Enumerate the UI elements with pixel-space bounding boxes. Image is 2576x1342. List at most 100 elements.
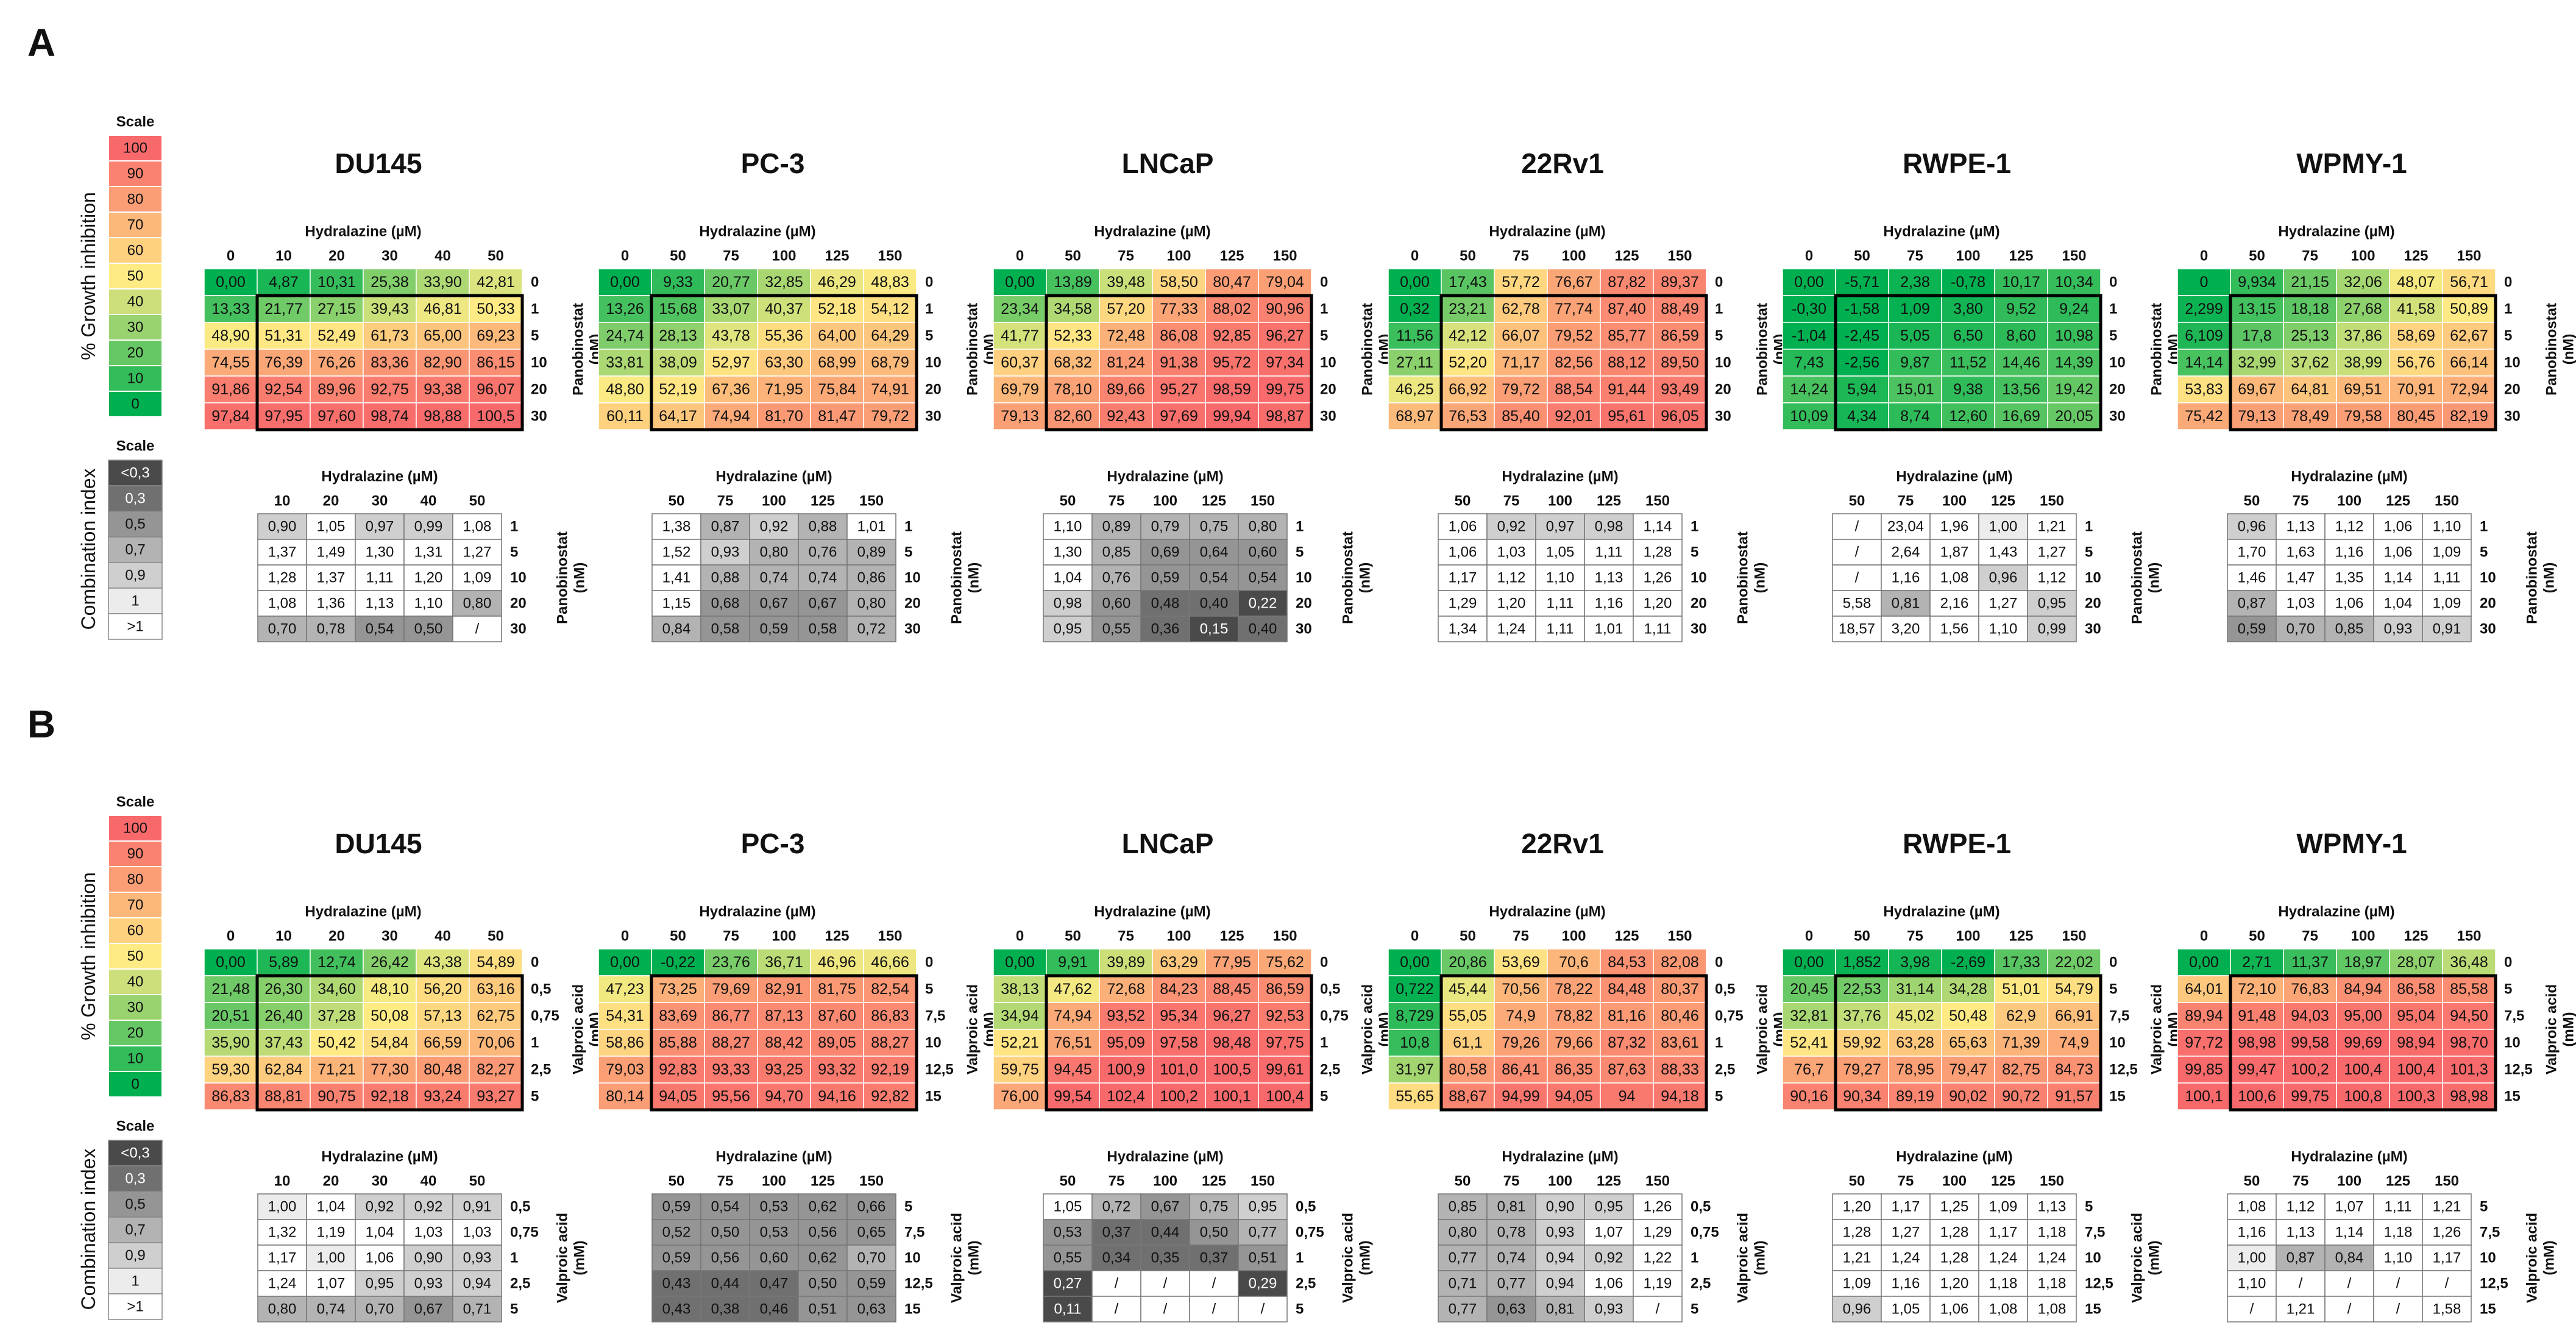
pa-rwpe1-ci-y-tick: 1 — [2085, 519, 2093, 535]
pb-du145-ci-value: 0,70 — [366, 1301, 394, 1318]
pb-22rv1-ci-cell — [1438, 1244, 1488, 1271]
pb-du145-ci-value: 0,74 — [317, 1301, 346, 1318]
pb-rwpe1-ci-value: 0,96 — [1843, 1301, 1872, 1318]
pb-wpmy1-gi-value: 97,72 — [2185, 1034, 2223, 1051]
pb-lncap-ci-cell — [1189, 1219, 1239, 1246]
pa-pc3-ci-cell — [846, 513, 896, 540]
pa-wpmy1-ci-cell — [2227, 616, 2277, 642]
pb-du145-ci-cell — [257, 1296, 307, 1322]
pb-rwpe1-ci-y-label-line2: (mM) — [2146, 1240, 2163, 1275]
pb-du145-ci-value: 0,71 — [463, 1301, 492, 1318]
pb-du145-ci-value: 0,92 — [414, 1199, 443, 1215]
pb-22rv1-ci-cell — [1633, 1296, 1683, 1322]
pa-rwpe1-x-tick: 150 — [2062, 248, 2086, 264]
pb-rwpe1-gi-value: 79,47 — [1949, 1061, 1987, 1078]
pa-rwpe1-ci-value: / — [1855, 544, 1859, 561]
pb-rwpe1-gi-value: 76,7 — [1794, 1061, 1824, 1078]
pa-lncap-ci-cell — [1140, 590, 1190, 617]
pa-ci-scale-label: 1 — [131, 593, 139, 609]
pb-pc3-gi-cell — [598, 1082, 652, 1110]
pa-du145-gi-value: 74,55 — [211, 354, 250, 371]
pa-rwpe1-ci-value: 18,57 — [1839, 621, 1875, 637]
pa-lncap-ci-value: 0,15 — [1200, 621, 1229, 637]
pa-wpmy1-ci-value: 0,91 — [2433, 621, 2461, 637]
pb-wpmy1-gi-value: 64,01 — [2185, 981, 2223, 998]
pa-du145-title: DU145 — [335, 147, 422, 179]
pb-rwpe1-gi-value: 90,16 — [1790, 1088, 1828, 1105]
pb-pc3-gi-value: 54,31 — [606, 1007, 644, 1024]
pa-pc3-ci-x-tick: 100 — [762, 493, 786, 509]
pa-lncap-y-tick: 0 — [1320, 274, 1328, 291]
pb-rwpe1-gi-value: 66,91 — [2055, 1007, 2093, 1024]
pa-pc3-ci-value: 1,01 — [857, 519, 886, 535]
pb-lncap-gi-cell — [1046, 1082, 1100, 1110]
pb-pc3-gi-value: 92,82 — [871, 1088, 909, 1105]
pb-wpmy1-gi-cell — [2177, 948, 2231, 976]
pb-du145-gi-cell — [469, 1029, 523, 1057]
pb-lncap-gi-cell — [1205, 1056, 1259, 1084]
pb-lncap-gi-value: 101,0 — [1160, 1061, 1198, 1078]
pb-rwpe1-ci-y-tick: 15 — [2085, 1301, 2101, 1318]
pb-du145-gi-cell — [416, 1056, 470, 1084]
pa-22rv1-ci-value: 1,13 — [1595, 570, 1623, 586]
pb-22rv1-gi-cell — [1494, 1002, 1548, 1030]
pb-lncap-gi-cell — [1046, 1029, 1100, 1057]
pa-pc3-ci-y-tick: 5 — [904, 544, 912, 561]
pb-wpmy1-ci-value: 1,10 — [2384, 1250, 2413, 1266]
pa-du145-ci-x-tick: 50 — [469, 493, 486, 509]
pb-du145-title: DU145 — [335, 828, 422, 859]
pa-du145-ci-cell — [403, 564, 453, 591]
pa-22rv1-y-tick: 1 — [1715, 301, 1723, 318]
pb-rwpe1-ci-value: 1,05 — [1892, 1301, 1920, 1318]
pa-rwpe1-gi-value: 2,38 — [1900, 274, 1930, 291]
pb-lncap-gi-cell — [993, 948, 1047, 976]
pa-rwpe1-gi-value: 8,60 — [2006, 327, 2036, 344]
pa-rwpe1-gi-value: 15,01 — [1896, 381, 1934, 398]
pb-22rv1-ci-cell — [1486, 1270, 1536, 1297]
pa-rwpe1-ci-x-label: Hydralazine (µM) — [1896, 469, 2012, 485]
pb-22rv1-ci-y-tick: 0,75 — [1691, 1224, 1719, 1241]
pb-pc3-x-tick: 150 — [878, 928, 902, 945]
pb-lncap-ci-x-tick: 50 — [1060, 1173, 1076, 1190]
pb-pc3-ci-value: 0,52 — [662, 1224, 691, 1241]
pb-wpmy1-ci-x-tick: 150 — [2435, 1173, 2459, 1190]
pb-wpmy1-gi-value: 100,6 — [2238, 1088, 2276, 1105]
pb-lncap-gi-value: 72,68 — [1107, 981, 1145, 998]
pb-pc3-ci-cell — [700, 1270, 750, 1297]
pa-wpmy1-gi-cell — [2230, 402, 2284, 430]
pb-rwpe1-gi-value: 90,72 — [2002, 1088, 2040, 1105]
pa-du145-x-tick: 10 — [275, 248, 292, 264]
pb-22rv1-gi-value: 80,46 — [1661, 1007, 1699, 1024]
pa-wpmy1-gi-cell — [2177, 268, 2231, 296]
pa-rwpe1-ci-value: 0,95 — [2038, 595, 2067, 612]
pa-22rv1-ci-value: 1,01 — [1595, 621, 1623, 637]
pb-du145-ci-x-tick: 50 — [469, 1173, 486, 1190]
pb-rwpe1-gi-value: 51,01 — [2002, 981, 2040, 998]
pa-gi-scale-label: 30 — [127, 319, 144, 336]
pa-pc3-ci-cell — [846, 539, 896, 566]
pa-lncap-gi-value: 79,04 — [1266, 274, 1304, 291]
pb-rwpe1-gi-cell — [1782, 1002, 1836, 1030]
pb-22rv1-gi-value: 82,08 — [1661, 954, 1699, 971]
pa-lncap-x-tick: 0 — [1016, 248, 1024, 264]
pb-rwpe1-ci-value: 1,13 — [2038, 1199, 2067, 1215]
pb-wpmy1-ci-x-tick: 125 — [2386, 1173, 2410, 1190]
pb-rwpe1-ci-cell — [1832, 1296, 1882, 1322]
pb-wpmy1-gi-value: 100,3 — [2397, 1088, 2435, 1105]
pa-pc3-y-tick: 20 — [925, 382, 942, 398]
pb-du145-gi-value: 12,74 — [318, 954, 356, 971]
pa-du145-ci-cell — [403, 539, 453, 566]
pb-wpmy1-gi-value: 98,98 — [2450, 1088, 2488, 1105]
pa-lncap-gi-value: 86,08 — [1160, 327, 1198, 344]
pb-rwpe1-gi-cell — [1941, 1002, 1995, 1030]
pa-wpmy1-gi-value: 21,15 — [2291, 274, 2329, 291]
pb-lncap-gi-cell — [1046, 975, 1100, 1003]
pa-pc3-gi-value: 63,30 — [765, 354, 803, 371]
pb-22rv1-gi-value: 55,65 — [1396, 1088, 1434, 1105]
pa-lncap-gi-value: 60,37 — [1001, 354, 1039, 371]
pb-pc3-ci-y-tick: 15 — [904, 1301, 921, 1318]
pa-du145-ci-cell — [257, 513, 307, 540]
pb-lncap-ci-value: / — [1212, 1301, 1216, 1318]
pb-pc3-gi-value: 87,60 — [818, 1007, 856, 1024]
pb-du145-gi-cell — [204, 1082, 258, 1110]
